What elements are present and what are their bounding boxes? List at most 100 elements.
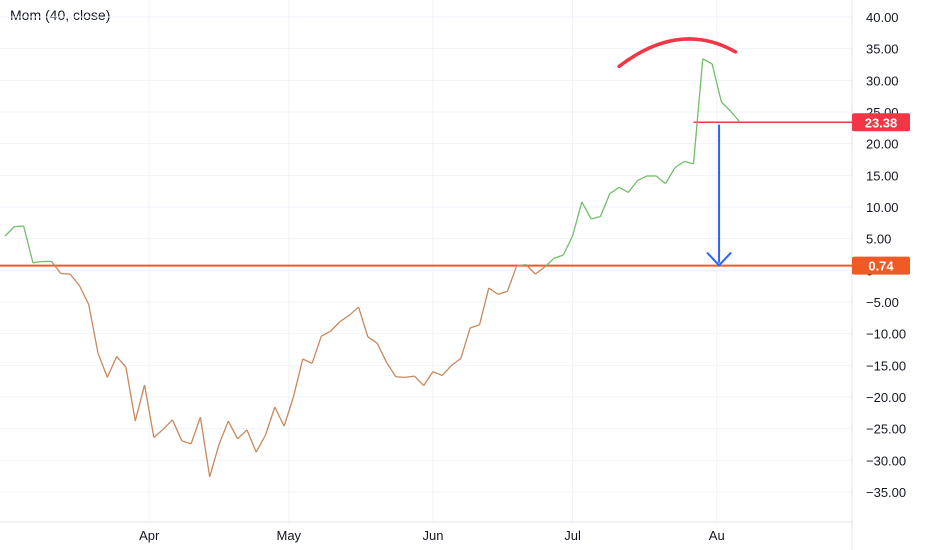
x-tick-label: Au [709, 528, 725, 543]
momentum-line-segment [506, 265, 518, 292]
momentum-line-segment [469, 324, 480, 329]
momentum-line-segment [227, 420, 239, 440]
momentum-line-segment [237, 429, 248, 440]
momentum-line-segment [4, 226, 15, 237]
level-badge [852, 113, 910, 132]
momentum-line-segment [441, 364, 453, 376]
momentum-line-segment [171, 419, 183, 441]
momentum-line-segment [367, 336, 378, 344]
momentum-line-segment [655, 175, 666, 185]
momentum-line-segment [711, 63, 723, 103]
momentum-line-segment [283, 396, 295, 427]
momentum-line-segment [218, 420, 229, 445]
momentum-line-segment [32, 260, 43, 264]
momentum-line-segment [544, 257, 555, 268]
y-tick-label: −10.00 [866, 327, 906, 342]
momentum-line-segment [488, 287, 499, 295]
x-tick-label: Jun [422, 528, 443, 543]
momentum-line-segment [88, 304, 99, 354]
momentum-line-segment [525, 264, 536, 275]
momentum-line-segment [432, 371, 443, 377]
momentum-line-segment [562, 235, 574, 256]
momentum-line-segment [423, 371, 434, 386]
momentum-line-segment [246, 429, 257, 453]
momentum-line-segment [599, 193, 611, 217]
y-tick-label: 20.00 [866, 137, 899, 152]
momentum-line-segment [395, 376, 406, 379]
momentum-line-segment [162, 419, 173, 430]
momentum-line-segment [348, 306, 359, 316]
momentum-line-segment [97, 353, 108, 378]
momentum-line-segment [153, 428, 164, 439]
level-badge-label: 23.38 [865, 115, 898, 130]
momentum-line-segment [534, 266, 546, 275]
momentum-line-segment [339, 314, 350, 323]
momentum-line-segment [274, 406, 285, 427]
x-tick-label: Apr [139, 528, 160, 543]
momentum-line-segment [143, 384, 155, 438]
momentum-line-segment [609, 186, 620, 195]
momentum-line-segment [413, 375, 425, 387]
y-tick-label: 10.00 [866, 200, 899, 215]
momentum-line-segment [581, 201, 592, 220]
y-tick-label: −5.00 [866, 295, 899, 310]
y-tick-label: −35.00 [866, 485, 906, 500]
y-tick-label: −15.00 [866, 358, 906, 373]
momentum-line-segment [199, 417, 211, 477]
y-tick-label: 15.00 [866, 168, 899, 183]
momentum-line-segment [69, 273, 80, 286]
momentum-line-segment [702, 58, 713, 65]
momentum-line-segment [460, 327, 471, 359]
momentum-line-segment [22, 225, 34, 263]
momentum-line-segment [730, 110, 741, 123]
momentum-line-segment [451, 357, 462, 366]
momentum-line-segment [665, 167, 676, 184]
momentum-line-segment [516, 263, 527, 267]
momentum-line-segment [51, 261, 62, 274]
momentum-line-segment [321, 330, 331, 337]
top-arc-annotation [617, 37, 738, 69]
x-tick-label: May [276, 528, 301, 543]
momentum-line-segment [571, 201, 583, 237]
momentum-line-segment [553, 254, 564, 259]
level-badge [852, 256, 910, 275]
momentum-line-segment [264, 406, 276, 436]
momentum-line-segment [181, 440, 192, 445]
momentum-line-segment [478, 287, 490, 325]
arrow-head [706, 251, 732, 267]
momentum-line-segment [116, 356, 127, 368]
momentum-line-segment [134, 384, 146, 422]
y-tick-label: 5.00 [866, 232, 891, 247]
momentum-line-segment [497, 290, 508, 296]
momentum-line-segment [14, 225, 24, 228]
momentum-line-segment [209, 444, 220, 477]
momentum-line-segment [684, 160, 694, 165]
momentum-line-segment [292, 358, 304, 398]
momentum-line-segment [60, 272, 71, 275]
y-tick-label: −25.00 [866, 422, 906, 437]
momentum-line-segment [330, 321, 341, 332]
indicator-title: Mom (40, close) [10, 7, 111, 23]
momentum-line-segment [255, 434, 267, 453]
y-tick-label: 35.00 [866, 42, 899, 57]
momentum-line-segment [627, 180, 639, 193]
momentum-line-segment [302, 358, 313, 365]
y-tick-label: −30.00 [866, 453, 906, 468]
momentum-line-segment [376, 342, 388, 363]
level-badge-label: 0.74 [868, 259, 894, 274]
y-tick-label: 30.00 [866, 73, 899, 88]
momentum-line-segment [637, 175, 648, 181]
momentum-line-segment [674, 160, 685, 169]
momentum-line-segment [106, 356, 118, 378]
momentum-line-segment [357, 306, 369, 338]
x-tick-label: Jul [564, 528, 581, 543]
momentum-line-segment [618, 186, 629, 194]
y-tick-label: 40.00 [866, 10, 899, 25]
momentum-line-segment [190, 417, 201, 445]
momentum-line-segment [311, 335, 322, 364]
momentum-line-segment [720, 101, 732, 112]
momentum-line-segment [385, 361, 397, 378]
momentum-line-segment [590, 215, 601, 220]
momentum-line-segment [78, 285, 90, 305]
